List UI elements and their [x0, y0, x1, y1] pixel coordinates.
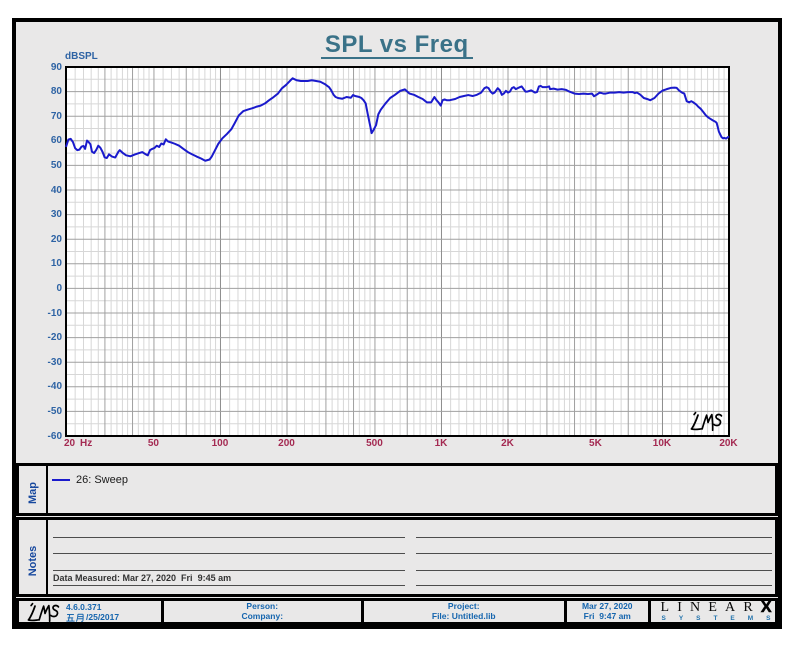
note-ruled-line — [53, 536, 405, 538]
brand-letter: R — [743, 599, 753, 615]
chart-title: SPL vs Freq — [320, 32, 473, 59]
brand-letter: A — [725, 599, 736, 615]
note-ruled-line — [53, 570, 405, 571]
y-tick-label: 40 — [50, 184, 62, 196]
y-tick-label: -20 — [47, 332, 62, 344]
x-tick-label: 2K — [501, 438, 514, 449]
footer-divider-4 — [648, 601, 651, 622]
data-measured-text: Data Measured: Mar 27, 2020 Fri 9:45 am — [53, 572, 232, 583]
brand-sub-letter: M — [747, 614, 754, 622]
x-tick-label: 5K — [589, 438, 602, 449]
x-axis-unit-label: Hz — [80, 438, 93, 449]
y-tick-label: 10 — [50, 258, 62, 270]
legend-line-sample — [52, 479, 70, 481]
y-tick-label: 90 — [50, 61, 62, 73]
y-tick-label: 20 — [50, 233, 62, 245]
footer-cell-person: Person: Company: — [164, 601, 362, 622]
brand-sub-letter: S — [696, 614, 701, 622]
note-ruled-line — [415, 584, 772, 586]
x-tick-label: 200 — [278, 438, 295, 449]
notes-panel: Notes Data Measured: Mar 27, 2020 Fri 9:… — [16, 517, 778, 597]
x-tick-label: 50 — [147, 438, 159, 449]
brand-sub-letter: S — [766, 614, 771, 622]
brand-sub-letter: Y — [678, 614, 684, 622]
notes-panel-label: Notes — [27, 545, 39, 577]
footer-divider-2 — [361, 601, 364, 622]
y-tick-label: -30 — [47, 356, 62, 368]
brand-letter-x: X — [760, 599, 772, 616]
app-version: 4.6.0.371 — [66, 602, 102, 612]
person-label: Person: — [246, 601, 279, 612]
lms-script-logo-footer — [19, 601, 63, 623]
file-label: File: Untitled.lib — [431, 611, 496, 622]
note-ruled-line — [415, 570, 772, 571]
chart-title-wrap: SPL vs Freq — [12, 32, 782, 59]
brand-sub-letter: T — [713, 614, 718, 622]
note-ruled-line — [415, 553, 772, 555]
footer-divider-1 — [161, 601, 164, 622]
footer-cell-project: Project: File: Untitled.lib — [364, 601, 565, 622]
y-tick-label: 0 — [56, 282, 62, 294]
footer-divider-3 — [564, 601, 567, 622]
note-ruled-line — [53, 553, 405, 555]
y-tick-label: -50 — [47, 405, 62, 417]
x-tick-label: 500 — [366, 438, 383, 449]
y-tick-label: 80 — [50, 86, 62, 98]
cjk-glyph — [76, 613, 84, 622]
note-ruled-line — [415, 536, 772, 538]
app-version-date-text: /25/2017 — [86, 612, 120, 622]
footer-cell-version: 4.6.0.371 /25/2017 — [19, 601, 161, 622]
x-tick-label: 20 — [63, 438, 76, 449]
x-tick-label: 20K — [719, 438, 738, 449]
lms-script-logo-plot — [684, 410, 724, 432]
brand-sub-letter: E — [730, 614, 735, 622]
map-panel-divider — [45, 466, 48, 513]
cjk-glyph — [66, 613, 75, 622]
y-axis-unit-label: dBSPL — [65, 51, 98, 62]
note-ruled-line — [53, 584, 405, 586]
y-tick-label: 70 — [50, 110, 62, 122]
x-tick-label: 100 — [211, 438, 229, 449]
legend-label: 26: Sweep — [76, 474, 128, 486]
footer-bar: 4.6.0.371 /25/2017 Person: Company: Proj… — [16, 598, 778, 625]
y-tick-label: 60 — [50, 135, 62, 147]
brand-letter: N — [690, 599, 701, 615]
y-tick-label: 30 — [50, 209, 62, 221]
project-label: Project: — [447, 601, 480, 612]
y-tick-label: -10 — [47, 307, 62, 319]
company-label: Company: — [241, 611, 284, 622]
brand-sub-letter: S — [661, 614, 666, 622]
footer-time: Fri 9:47 am — [583, 611, 631, 622]
brand-letter: L — [660, 599, 670, 615]
footer-date: Mar 27, 2020 — [581, 601, 633, 612]
y-tick-label: -40 — [47, 381, 62, 393]
x-tick-label: 1K — [434, 438, 448, 449]
map-panel-label: Map — [27, 482, 39, 504]
y-tick-label: 50 — [50, 159, 62, 171]
brand-letter: I — [677, 599, 682, 615]
spl-curve-chart — [64, 68, 730, 435]
app-version-date: /25/2017 — [66, 612, 119, 622]
map-panel: Map 26: Sweep — [16, 463, 778, 516]
footer-cell-date: Mar 27, 2020 Fri 9:47 am — [567, 601, 649, 622]
x-tick-label: 10K — [652, 438, 672, 449]
brand-letter: E — [708, 599, 717, 615]
notes-panel-divider — [45, 520, 48, 594]
y-tick-label: -60 — [47, 430, 62, 442]
